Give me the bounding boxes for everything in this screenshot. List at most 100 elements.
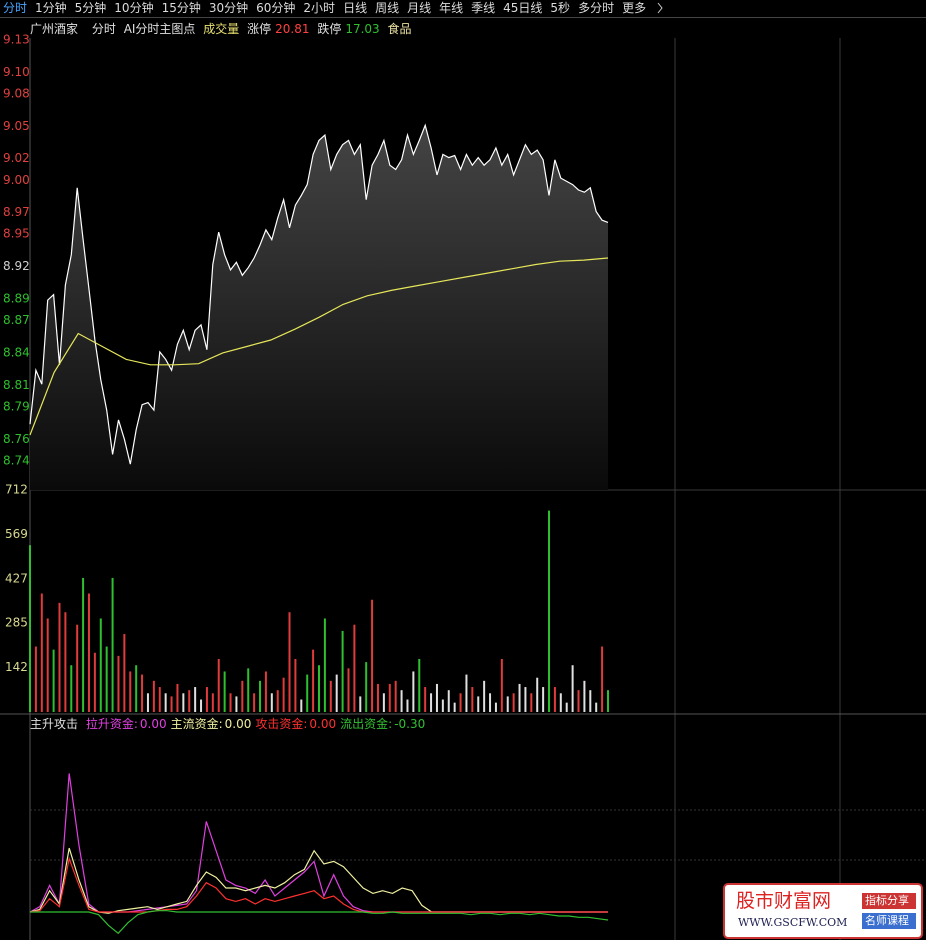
volume-bar	[518, 683, 521, 712]
tab[interactable]: 更多	[622, 1, 647, 15]
volume-bar	[176, 683, 179, 712]
volume-bar	[158, 687, 161, 712]
volume-bar	[376, 683, 379, 712]
volume-bar	[400, 690, 403, 712]
legend-value: 0.00	[139, 717, 167, 731]
volume-bar	[306, 674, 309, 712]
watermark: 股市财富网 WWW.GSCFW.COM 指标分享 名师课程	[723, 883, 923, 939]
y-tick-label: 8.74	[3, 453, 30, 467]
y-tick-label: 9.13	[3, 33, 30, 47]
volume-bar	[489, 693, 492, 712]
y-tick-label: 8.89	[3, 291, 30, 305]
volume-bar	[553, 687, 556, 712]
tab[interactable]: 日线	[343, 1, 368, 15]
legend-name: 主流资金:	[170, 717, 223, 731]
y-tick-label: 8.81	[3, 378, 30, 392]
volume-bar	[323, 618, 326, 712]
sector: 食品	[387, 22, 412, 36]
volume-bar	[135, 665, 138, 712]
volume-bar	[87, 593, 90, 712]
limit-up-label: 涨停	[247, 22, 272, 36]
stock-name: 广州酒家	[30, 22, 79, 36]
volume-bar	[483, 680, 486, 712]
series-line	[29, 773, 608, 913]
tag-bg	[862, 913, 916, 929]
tab[interactable]: 季线	[471, 1, 496, 15]
volume-bar	[40, 593, 43, 712]
legend-value: 0.00	[309, 717, 337, 731]
volume-bar	[259, 680, 262, 712]
volume-bar	[406, 699, 409, 712]
volume-bar	[182, 693, 185, 712]
volume-bar	[93, 652, 96, 712]
volume-bar	[223, 671, 226, 712]
volume-bar	[430, 693, 433, 712]
volume-bar	[371, 599, 374, 712]
volume-bar	[359, 696, 362, 712]
mode: 分时	[91, 22, 116, 36]
tab[interactable]: 5分钟	[74, 1, 107, 15]
volume-bar	[512, 693, 515, 712]
tab[interactable]: 周线	[375, 1, 400, 15]
watermark-tag: 指标分享	[865, 893, 909, 907]
toolbar: 分时 1分钟 5分钟 10分钟 15分钟 30分钟 60分钟 2小时 日线 周线 月线 年线 季线 45日…	[0, 0, 926, 18]
tag-bg	[862, 893, 916, 909]
tab[interactable]: 月线	[407, 1, 432, 15]
tab[interactable]: 5秒	[550, 1, 571, 15]
volume-bar	[64, 612, 67, 712]
volume-bar	[29, 545, 31, 712]
volume-bar	[524, 687, 527, 712]
volume-bar	[200, 699, 203, 712]
limit-up: 20.81	[275, 22, 310, 36]
tab[interactable]: 1分钟	[35, 1, 67, 15]
volume-bar	[388, 683, 391, 712]
volume-bar	[105, 646, 108, 712]
tab[interactable]: 30分钟	[208, 1, 249, 15]
y-tick-label: 9.05	[3, 119, 30, 133]
volume-bar	[536, 677, 539, 712]
volume-bar	[217, 658, 220, 712]
volume-bar	[235, 696, 238, 712]
volume-bar	[141, 674, 144, 712]
tab[interactable]: 多分时	[578, 1, 615, 15]
volume-bar	[548, 510, 551, 712]
volume-label: 成交量	[203, 22, 240, 36]
tab[interactable]: 45日线	[503, 1, 543, 15]
tab[interactable]: 2小时	[303, 1, 336, 15]
series-line	[29, 856, 608, 913]
watermark-url: WWW.GSCFW.COM	[738, 916, 847, 929]
volume-bar	[241, 680, 244, 712]
volume-bar	[465, 674, 468, 712]
volume-bar	[117, 655, 120, 712]
volume-bar	[164, 693, 167, 712]
y-tick-label: 8.87	[3, 313, 30, 327]
legend-name: 拉升资金:	[85, 717, 138, 731]
volume-bar	[471, 687, 474, 712]
volume-bar	[459, 693, 462, 712]
volume-bar	[188, 690, 191, 712]
volume-bar	[559, 693, 562, 712]
volume-bar	[111, 577, 114, 712]
volume-bar	[447, 690, 450, 712]
tab[interactable]: 分时	[3, 1, 28, 15]
tab[interactable]: 年线	[439, 1, 464, 15]
volume-bar	[494, 702, 497, 712]
volume-bar	[347, 668, 350, 712]
tab[interactable]: 10分钟	[114, 1, 154, 15]
volume-bar	[123, 634, 126, 712]
y-tick-label: 9.00	[3, 173, 30, 187]
tab[interactable]: 60分钟	[256, 1, 296, 15]
tab[interactable]: 15分钟	[161, 1, 201, 15]
y-tick-label: 427	[5, 571, 28, 585]
y-tick-label: 285	[5, 616, 28, 630]
volume-bar	[500, 658, 503, 712]
volume-bar	[58, 602, 61, 712]
volume-bar	[264, 671, 267, 712]
y-tick-label: 142	[5, 660, 28, 674]
volume-bar	[382, 693, 385, 712]
volume-bar	[365, 662, 368, 712]
y-tick-label: 8.97	[3, 205, 30, 219]
volume-bar	[353, 624, 356, 712]
